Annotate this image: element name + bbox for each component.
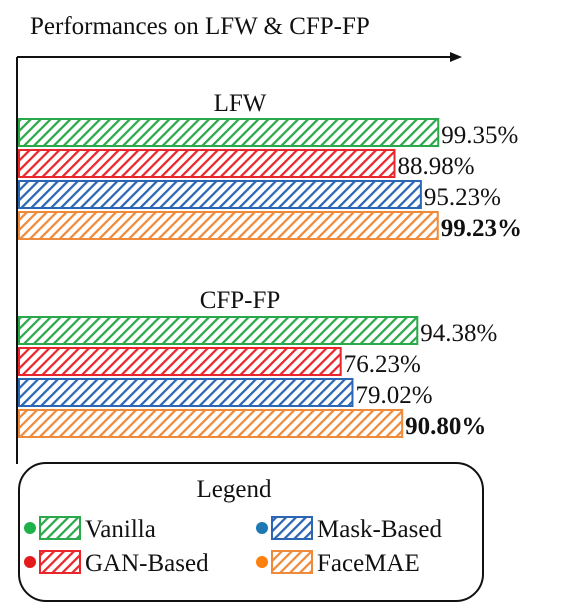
bar-cfp-fp-vanilla [18,316,419,345]
data-label: 99.35% [441,122,518,149]
data-label: 99.23% [441,215,522,242]
bar-lfw-vanilla [18,118,440,147]
chart-title: Performances on LFW & CFP-FP [30,13,370,40]
bar-lfw-facemae [18,211,439,240]
chart: Performances on LFW & CFP-FP LFW 99.35% 88… [16,13,522,464]
group-label: CFP-FP [200,287,281,314]
bar-cfp-fp-mask-based [18,378,354,407]
group-label: LFW [214,90,267,117]
legend-box [18,462,484,602]
data-label: 90.80% [405,413,486,440]
bar-lfw-mask-based [18,180,422,209]
bar-lfw-gan-based [18,149,396,178]
data-label: 95.23% [424,184,501,211]
data-label: 94.38% [420,320,497,347]
bar-cfp-fp-facemae [18,409,404,438]
data-label: 79.02% [355,382,432,409]
bar-cfp-fp-gan-based [18,347,342,376]
data-label: 88.98% [397,153,474,180]
data-label: 76.23% [344,351,421,378]
x-axis-arrow [450,52,462,62]
